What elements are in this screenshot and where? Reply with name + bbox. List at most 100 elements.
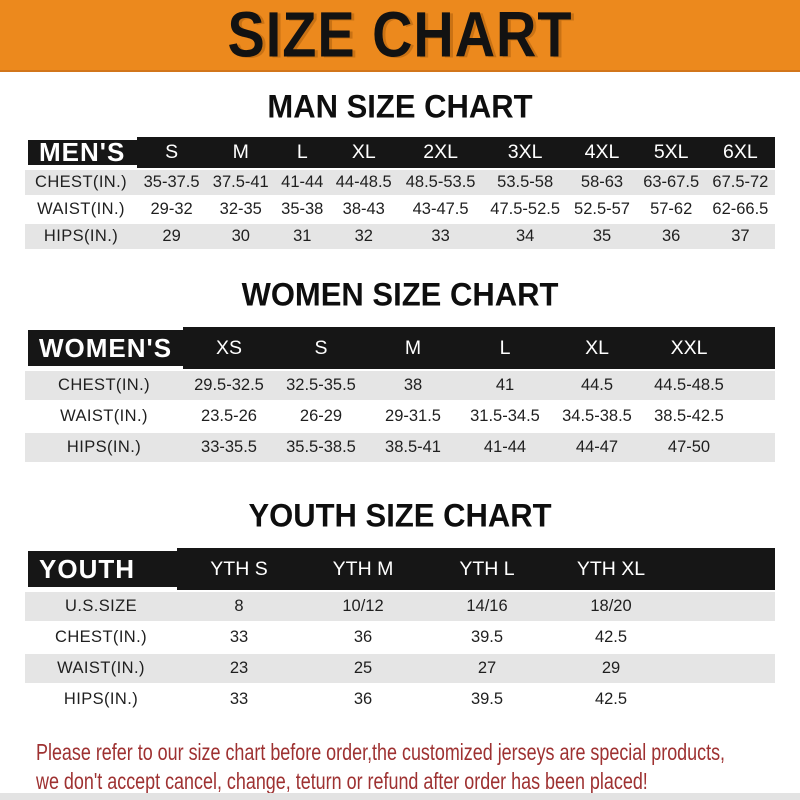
size-column-header: XL — [329, 137, 399, 169]
size-value-cell: 29-32 — [137, 195, 207, 224]
size-column-header: L — [275, 137, 330, 169]
size-value-cell: 63-67.5 — [636, 168, 706, 197]
size-value-cell: 33 — [398, 222, 483, 251]
size-value-cell: 52.5-57 — [567, 195, 637, 224]
spacer-cell — [673, 621, 775, 654]
size-value-cell: 25 — [301, 652, 425, 685]
table-category-label: YOUTH — [25, 548, 177, 591]
size-value-cell: 47.5-52.5 — [482, 195, 568, 224]
size-column-header: 3XL — [482, 137, 568, 169]
women-size-chart-section: WOMEN SIZE CHART WOMEN'S XS S M L XL XXL CHEST(… — [0, 276, 800, 464]
size-column-header: S — [137, 137, 207, 169]
table-row: WAIST(IN.) 23 25 27 29 — [25, 652, 775, 685]
size-value-cell: 10/12 — [301, 590, 425, 623]
table-row: WAIST(IN.) 29-32 32-35 35-38 38-43 43-47.5 47.… — [25, 195, 775, 224]
size-value-cell: 23 — [177, 652, 301, 685]
size-value-cell: 8 — [177, 590, 301, 623]
size-chart-title: SIZE CHART — [227, 0, 573, 71]
size-value-cell: 23.5-26 — [183, 400, 275, 433]
man-size-chart-section: MAN SIZE CHART MEN'S S M L XL 2XL 3XL 4XL 5XL 6XL… — [0, 88, 800, 251]
header-row: MEN'S S M L XL 2XL 3XL 4XL 5XL 6XL — [25, 137, 775, 169]
size-value-cell: 18/20 — [549, 590, 673, 623]
table-row: HIPS(IN.) 29 30 31 32 33 34 35 36 37 — [25, 222, 775, 251]
size-value-cell: 33 — [177, 683, 301, 716]
size-column-header: YTH L — [425, 548, 549, 591]
size-value-cell: 41-44 — [275, 168, 330, 197]
table-row: WAIST(IN.) 23.5-26 26-29 29-31.5 31.5-34.5 34… — [25, 400, 775, 433]
size-column-header: XXL — [643, 327, 735, 370]
size-value-cell: 38-43 — [329, 195, 399, 224]
spacer-cell — [735, 431, 775, 464]
size-value-cell: 38 — [367, 369, 459, 402]
size-value-cell: 53.5-58 — [482, 168, 568, 197]
size-value-cell: 33 — [177, 621, 301, 654]
women-size-table: WOMEN'S XS S M L XL XXL CHEST(IN.) 29.5-32.5 32.5… — [25, 327, 775, 464]
size-column-header: 4XL — [567, 137, 637, 169]
size-value-cell: 35-37.5 — [137, 168, 207, 197]
size-column-header: YTH XL — [549, 548, 673, 591]
size-value-cell: 48.5-53.5 — [398, 168, 483, 197]
youth-size-chart-section: YOUTH SIZE CHART YOUTH YTH S YTH M YTH L YTH… — [0, 497, 800, 716]
disclaimer-line-2: we don't accept cancel, change, teturn o… — [36, 768, 648, 794]
bottom-edge-strip — [0, 793, 800, 800]
table-category-label: MEN'S — [25, 137, 137, 169]
size-value-cell: 44.5-48.5 — [643, 369, 735, 402]
size-value-cell: 34.5-38.5 — [551, 400, 643, 433]
size-column-header: XS — [183, 327, 275, 370]
size-value-cell: 33-35.5 — [183, 431, 275, 464]
size-value-cell: 29-31.5 — [367, 400, 459, 433]
size-value-cell: 29.5-32.5 — [183, 369, 275, 402]
table-category-label: WOMEN'S — [25, 327, 183, 370]
size-value-cell: 31 — [275, 222, 330, 251]
size-value-cell: 41 — [459, 369, 551, 402]
size-value-cell: 42.5 — [549, 683, 673, 716]
size-value-cell: 44-47 — [551, 431, 643, 464]
size-column-header: YTH M — [301, 548, 425, 591]
size-column-header: 6XL — [705, 137, 775, 169]
size-value-cell: 38.5-42.5 — [643, 400, 735, 433]
man-size-chart-heading: MAN SIZE CHART — [267, 88, 533, 125]
table-row: HIPS(IN.) 33 36 39.5 42.5 — [25, 683, 775, 716]
size-value-cell: 38.5-41 — [367, 431, 459, 464]
measurement-row-label: WAIST(IN.) — [25, 195, 137, 224]
header-row: YOUTH YTH S YTH M YTH L YTH XL — [25, 548, 775, 591]
spacer-cell — [735, 369, 775, 402]
table-row: CHEST(IN.) 29.5-32.5 32.5-35.5 38 41 44.5 44.5… — [25, 369, 775, 402]
men-size-table: MEN'S S M L XL 2XL 3XL 4XL 5XL 6XL CHEST(IN.) 35-37… — [25, 137, 775, 251]
table-row: U.S.SIZE 8 10/12 14/16 18/20 — [25, 590, 775, 623]
size-value-cell: 29 — [137, 222, 207, 251]
size-value-cell: 30 — [206, 222, 276, 251]
size-value-cell: 37.5-41 — [206, 168, 276, 197]
size-value-cell: 36 — [301, 683, 425, 716]
size-column-header: M — [206, 137, 276, 169]
measurement-row-label: CHEST(IN.) — [25, 621, 177, 654]
size-value-cell: 41-44 — [459, 431, 551, 464]
size-value-cell: 26-29 — [275, 400, 367, 433]
spacer-cell — [673, 548, 775, 591]
spacer-cell — [673, 590, 775, 623]
size-value-cell: 58-63 — [567, 168, 637, 197]
size-value-cell: 14/16 — [425, 590, 549, 623]
youth-size-table: YOUTH YTH S YTH M YTH L YTH XL U.S.SIZE 8 10/12… — [25, 548, 775, 716]
size-value-cell: 47-50 — [643, 431, 735, 464]
measurement-row-label: HIPS(IN.) — [25, 431, 183, 464]
size-value-cell: 29 — [549, 652, 673, 685]
size-value-cell: 32-35 — [206, 195, 276, 224]
size-column-header: XL — [551, 327, 643, 370]
size-value-cell: 36 — [301, 621, 425, 654]
measurement-row-label: WAIST(IN.) — [25, 652, 177, 685]
size-value-cell: 31.5-34.5 — [459, 400, 551, 433]
size-value-cell: 39.5 — [425, 683, 549, 716]
disclaimer-line-1: Please refer to our size chart before or… — [36, 739, 726, 765]
spacer-cell — [673, 652, 775, 685]
size-value-cell: 34 — [482, 222, 568, 251]
size-value-cell: 36 — [636, 222, 706, 251]
measurement-row-label: WAIST(IN.) — [25, 400, 183, 433]
size-value-cell: 27 — [425, 652, 549, 685]
size-column-header: M — [367, 327, 459, 370]
size-value-cell: 62-66.5 — [705, 195, 775, 224]
size-value-cell: 67.5-72 — [705, 168, 775, 197]
table-row: CHEST(IN.) 33 36 39.5 42.5 — [25, 621, 775, 654]
spacer-cell — [735, 400, 775, 433]
table-row: CHEST(IN.) 35-37.5 37.5-41 41-44 44-48.5 48.5… — [25, 168, 775, 197]
